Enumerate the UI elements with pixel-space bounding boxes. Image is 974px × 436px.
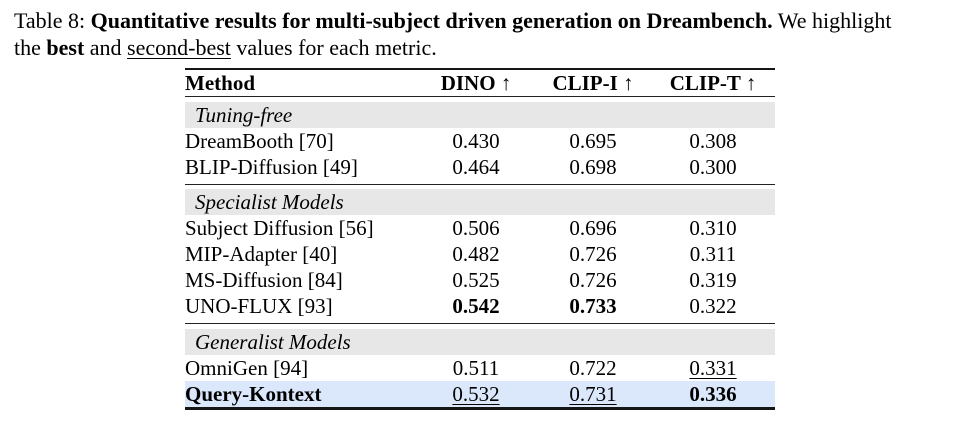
caption-title-bold: Quantitative results for multi-subject d… (90, 8, 773, 33)
results-table: Method DINO ↑ CLIP-I ↑ CLIP-T ↑ Tuning-f… (185, 68, 775, 410)
caption-table-number: Table 8: (14, 8, 91, 33)
table-row-mip-adapter: MIP-Adapter [40] 0.482 0.726 0.311 (185, 241, 775, 267)
method-cell: MIP-Adapter [40] (185, 242, 338, 266)
section-band-tuning-free: Tuning-free (185, 101, 775, 128)
clip-t-value: 0.319 (689, 268, 737, 292)
clip-i-value: 0.695 (569, 128, 617, 153)
method-cell: Query-Kontext (185, 380, 417, 408)
col-header-method: Method (185, 69, 417, 97)
table-row-dreambooth: DreamBooth [70] 0.430 0.695 0.308 (185, 128, 775, 154)
caption-second-best-word: second-best (127, 35, 231, 60)
dino-value: 0.542 (417, 293, 535, 324)
caption-line-2: the best and second-best values for each… (14, 34, 974, 61)
caption-best-word: best (46, 35, 85, 60)
caption-text-4: values for each metric. (230, 35, 437, 60)
table-row-subject-diffusion: Subject Diffusion [56] 0.506 0.696 0.310 (185, 215, 775, 241)
clip-i-value: 0.698 (535, 153, 651, 185)
table-row-blip-diffusion: BLIP-Diffusion [49] 0.464 0.698 0.300 (185, 153, 775, 185)
table-container: Method DINO ↑ CLIP-I ↑ CLIP-T ↑ Tuning-f… (185, 68, 974, 410)
clip-t-value: 0.308 (689, 128, 737, 153)
dino-value: 0.525 (452, 268, 500, 292)
clip-t-value: 0.322 (651, 293, 775, 324)
caption-text-2: the (14, 35, 47, 60)
table-row-ms-diffusion: MS-Diffusion [84] 0.525 0.726 0.319 (185, 267, 775, 293)
clip-i-value: 0.733 (535, 293, 651, 324)
dino-value: 0.532 (417, 380, 535, 408)
clip-t-value: 0.331 (689, 355, 737, 380)
caption-line-1: Table 8: Quantitative results for multi-… (14, 7, 974, 34)
section-band-specialist-models: Specialist Models (185, 189, 775, 215)
method-cell: DreamBooth [70] (185, 128, 334, 153)
table-row-query-kontext: Query-Kontext 0.532 0.731 0.336 (185, 380, 775, 408)
method-cell: MS-Diffusion [84] (185, 268, 343, 292)
dino-value: 0.506 (452, 216, 500, 240)
clip-t-value: 0.336 (651, 380, 775, 408)
dino-value: 0.430 (452, 128, 500, 153)
method-cell: Subject Diffusion [56] (185, 216, 374, 240)
dino-value: 0.464 (417, 153, 535, 185)
method-cell: OmniGen [94] (185, 355, 309, 380)
col-header-dino: DINO ↑ (417, 69, 535, 97)
table-row-omnigen: OmniGen [94] 0.511 0.722 0.331 (185, 355, 775, 381)
caption-text-3: and (84, 35, 128, 60)
caption-text-1: We highlight (772, 8, 892, 33)
dino-value: 0.482 (452, 242, 500, 266)
clip-i-value: 0.696 (569, 216, 617, 240)
col-header-clip-i: CLIP-I ↑ (535, 69, 651, 97)
section-label: Tuning-free (185, 101, 775, 128)
section-label: Specialist Models (185, 189, 775, 215)
clip-i-value: 0.731 (535, 380, 651, 408)
dino-value: 0.511 (452, 355, 500, 380)
method-cell: BLIP-Diffusion [49] (185, 153, 417, 185)
clip-t-value: 0.311 (689, 242, 737, 266)
section-label: Generalist Models (185, 328, 775, 355)
method-cell: UNO-FLUX [93] (185, 293, 417, 324)
table-caption: Table 8: Quantitative results for multi-… (14, 7, 974, 61)
clip-i-value: 0.726 (569, 242, 617, 266)
col-header-clip-t: CLIP-T ↑ (651, 69, 775, 97)
clip-t-value: 0.300 (651, 153, 775, 185)
clip-i-value: 0.722 (569, 355, 617, 380)
section-band-generalist-models: Generalist Models (185, 328, 775, 355)
table-row-uno-flux: UNO-FLUX [93] 0.542 0.733 0.322 (185, 293, 775, 324)
clip-i-value: 0.726 (569, 268, 617, 292)
clip-t-value: 0.310 (689, 216, 737, 240)
table-header-row: Method DINO ↑ CLIP-I ↑ CLIP-T ↑ (185, 69, 775, 97)
